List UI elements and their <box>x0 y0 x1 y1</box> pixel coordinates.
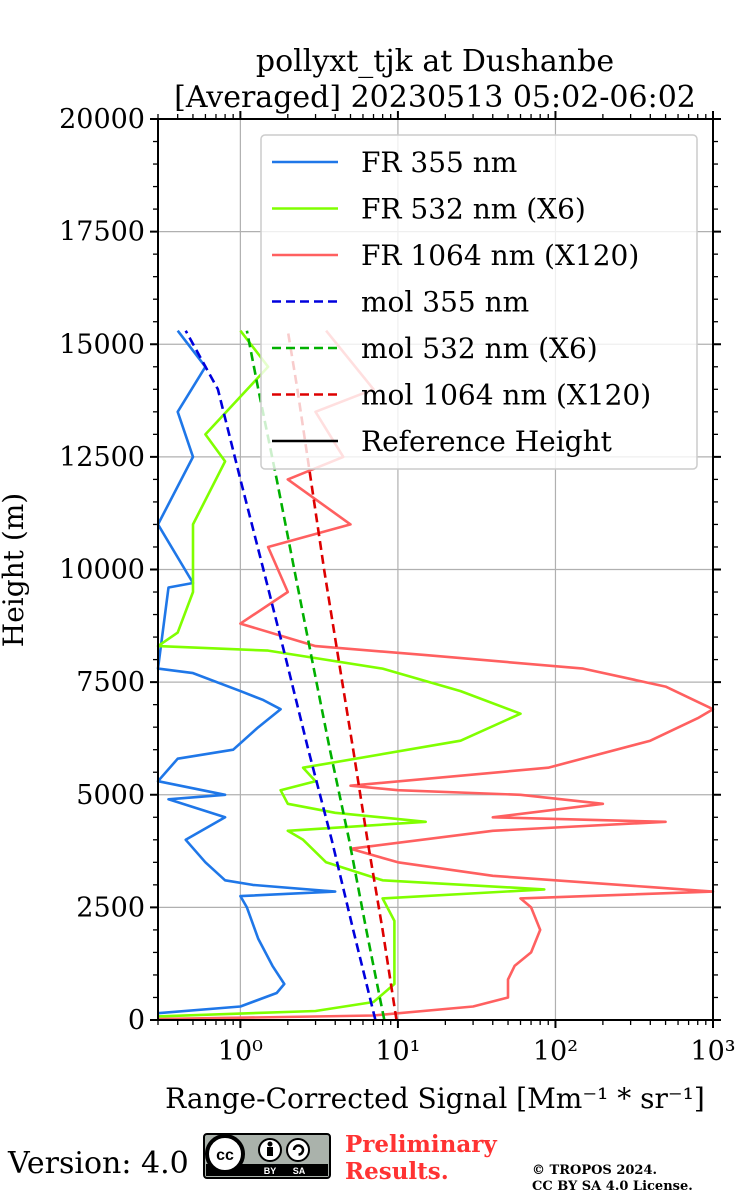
x-axis-label: Range-Corrected Signal [Mm⁻¹ * sr⁻¹] <box>165 1082 705 1115</box>
preliminary-notice: Preliminary Results. <box>345 1131 497 1185</box>
y-tick-label: 17500 <box>59 217 145 248</box>
x-tick-label: 10¹ <box>375 1036 420 1067</box>
cc-by-sa-badge: cc BY SA <box>203 1133 331 1179</box>
y-tick-label: 7500 <box>76 667 145 698</box>
legend: FR 355 nm FR 532 nm (X6) FR 1064 nm (X120)… <box>260 134 698 470</box>
legend-entry: FR 355 nm <box>272 146 517 179</box>
legend-entry: Reference Height <box>272 425 613 458</box>
y-tick-label: 12500 <box>59 442 145 473</box>
legend-entry: FR 1064 nm (X120) <box>272 239 639 272</box>
legend-label: FR 532 nm (X6) <box>361 193 586 226</box>
legend-label: Reference Height <box>361 425 613 458</box>
svg-text:BY: BY <box>264 1166 277 1176</box>
y-tick-label: 0 <box>128 1005 145 1036</box>
x-tick-label: 10² <box>533 1036 578 1067</box>
y-tick-label: 2500 <box>76 892 145 923</box>
sa-sharealike-icon <box>286 1138 310 1162</box>
svg-text:cc: cc <box>216 1147 234 1164</box>
svg-text:SA: SA <box>293 1166 306 1176</box>
copyright-notice: © TROPOS 2024. CC BY SA 4.0 License. <box>532 1163 693 1194</box>
version-label: Version: 4.0 <box>8 1146 189 1181</box>
series-line-fr-1064-nm-x120 <box>157 329 715 1021</box>
legend-label: mol 1064 nm (X120) <box>361 379 651 412</box>
legend-label: FR 1064 nm (X120) <box>361 239 639 272</box>
y-tick-label: 15000 <box>59 329 145 360</box>
plot-frame <box>157 118 714 1021</box>
series-layer <box>156 329 715 1021</box>
chart-title-line1: pollyxt_tjk at Dushanbe <box>256 44 614 79</box>
legend-box <box>260 134 698 470</box>
y-tick-label: 5000 <box>76 780 145 811</box>
y-tick-label: 10000 <box>59 555 145 586</box>
y-tick-label: 20000 <box>59 104 145 135</box>
axis-ticks: 0 2500 5000 7500 10000 12500 15000 17500 20000 10… <box>59 104 736 1067</box>
x-tick-label: 10⁰ <box>218 1036 263 1067</box>
x-tick-label: 10³ <box>690 1036 735 1067</box>
legend-entry: mol 1064 nm (X120) <box>272 379 651 412</box>
series-line-mol-532-nm-x6 <box>245 330 386 1021</box>
legend-label: FR 355 nm <box>361 146 517 179</box>
legend-entry: mol 355 nm <box>272 286 529 319</box>
lidar-profile-chart: pollyxt_tjk at Dushanbe [Averaged] 20230… <box>0 44 736 1115</box>
y-axis-label: Height (m) <box>0 493 30 647</box>
legend-entry: mol 532 nm (X6) <box>272 332 598 365</box>
legend-entry: FR 532 nm (X6) <box>272 193 586 226</box>
chart-title-line2: [Averaged] 20230513 05:02-06:02 <box>174 80 696 115</box>
series-line-fr-532-nm-x6 <box>156 329 546 1018</box>
legend-label: mol 355 nm <box>361 286 529 319</box>
series-line-fr-355-nm <box>156 329 337 1015</box>
series-line-mol-355-nm <box>184 330 377 1021</box>
legend-label: mol 532 nm (X6) <box>361 332 598 365</box>
cc-logo-icon <box>205 1134 245 1174</box>
